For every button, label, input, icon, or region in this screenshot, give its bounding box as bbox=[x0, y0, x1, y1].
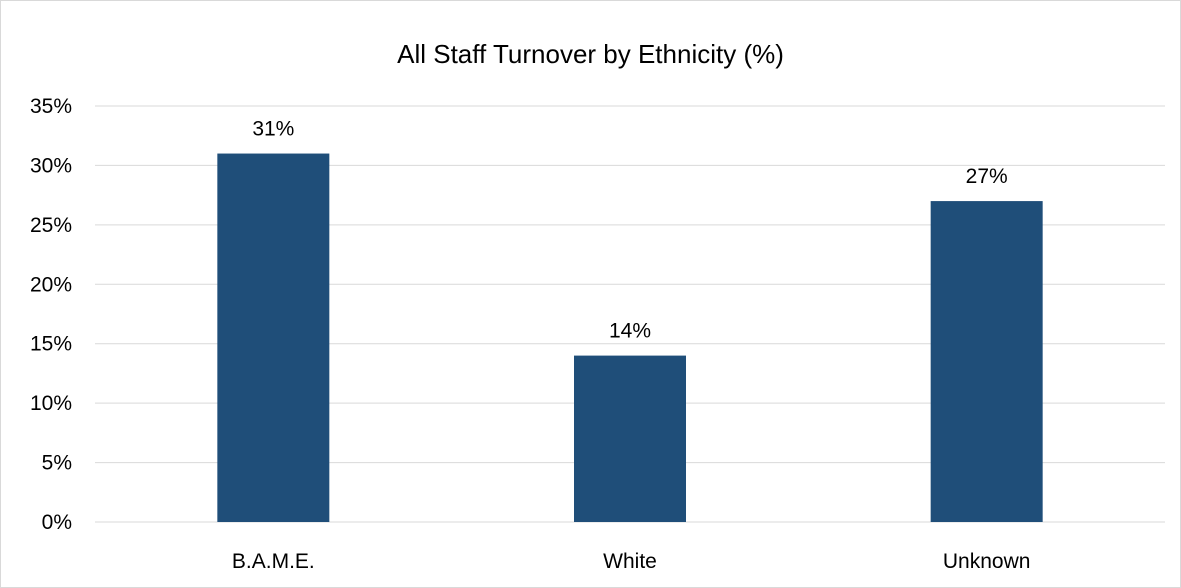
y-tick-label: 15% bbox=[30, 333, 72, 356]
bar bbox=[930, 201, 1043, 523]
y-tick-label: 35% bbox=[30, 95, 72, 118]
bar bbox=[574, 355, 686, 522]
y-tick-label: 0% bbox=[42, 511, 72, 534]
x-tick-label: B.A.M.E. bbox=[232, 550, 315, 573]
data-label: 31% bbox=[252, 118, 294, 141]
y-tick-label: 25% bbox=[30, 214, 72, 237]
bar bbox=[217, 153, 330, 523]
data-label: 14% bbox=[609, 320, 651, 343]
y-tick-label: 20% bbox=[30, 273, 72, 296]
chart-title: All Staff Turnover by Ethnicity (%) bbox=[397, 39, 784, 69]
y-tick-label: 30% bbox=[30, 154, 72, 177]
x-tick-label: Unknown bbox=[943, 550, 1031, 573]
data-label: 27% bbox=[966, 165, 1008, 188]
y-tick-label: 10% bbox=[30, 392, 72, 415]
y-tick-label: 5% bbox=[42, 452, 72, 475]
x-tick-label: White bbox=[603, 550, 657, 573]
